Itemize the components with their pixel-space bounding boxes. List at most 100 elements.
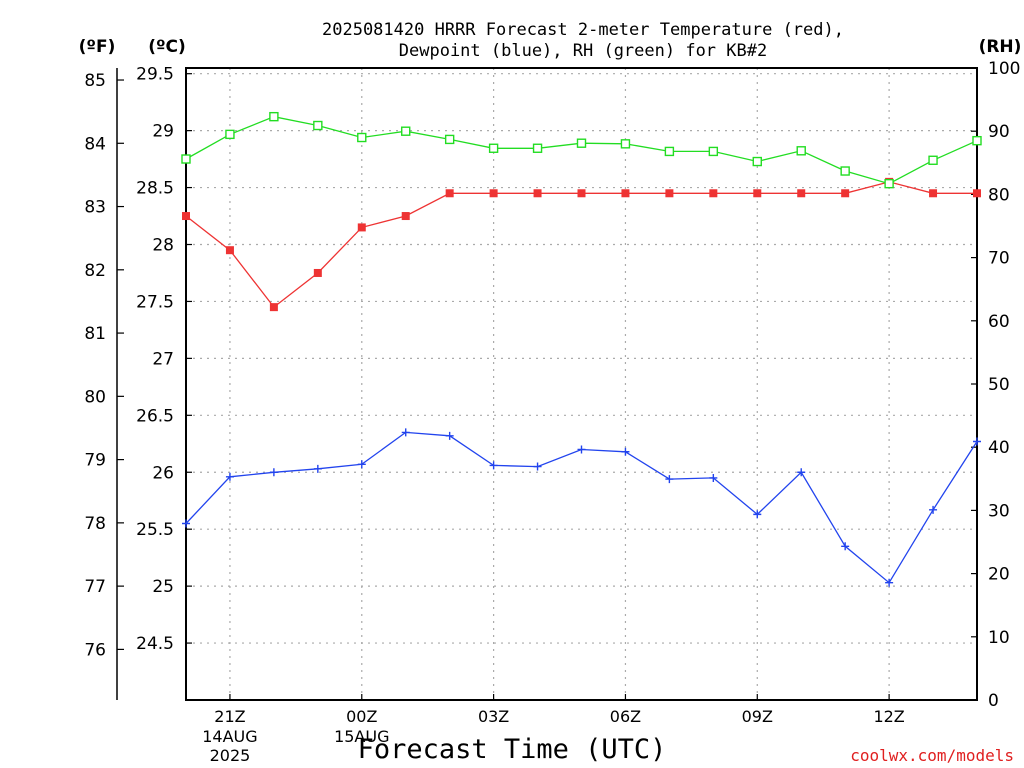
point-rh-16 [884,178,894,189]
x-tick-label-2: 03Z [478,707,509,726]
rh-tick-label-9: 90 [988,122,1010,142]
chart-title-line-2: Dewpoint (blue), RH (green) for KB#2 [399,41,767,61]
rh-tick-label-10: 100 [988,59,1020,79]
point-dewpoint-7 [489,461,498,470]
point-rh-3 [313,120,323,131]
point-temperature-3 [313,268,322,277]
point-dewpoint-6 [445,431,454,440]
point-temperature-18 [973,189,981,198]
point-dewpoint-17 [929,505,938,514]
celsius-tick-label-4: 26.5 [136,406,174,426]
celsius-tick-label-10: 29.5 [136,65,174,85]
series-line-rh [185,116,978,185]
fahrenheit-axis: 76 77 78 79 80 81 82 83 84 85 [84,71,124,660]
point-dewpoint-2 [269,468,278,477]
point-temperature-2 [269,303,278,312]
point-rh-9 [576,138,587,148]
rh-unit-label: (RH) [979,37,1022,57]
rh-tick-label-1: 10 [988,628,1010,648]
fahrenheit-tick-label-0: 76 [84,640,106,660]
rh-tick-label-3: 30 [988,501,1010,521]
point-temperature-11 [665,189,674,198]
celsius-tick-label-8: 28.5 [136,179,174,199]
rh-tick-label-0: 0 [988,691,999,711]
point-rh-10 [620,139,631,149]
point-rh-4 [357,132,367,143]
point-dewpoint-5 [401,428,410,437]
point-dewpoint-10 [621,447,630,456]
point-rh-12 [708,146,719,157]
celsius-axis: 24.5 25 25.5 26 26.5 27 27.5 28 28.5 29 29.5 [136,65,192,654]
fahrenheit-tick-label-8: 84 [84,134,106,154]
point-temperature-12 [709,189,718,198]
point-dewpoint-12 [709,473,718,482]
point-rh-13 [752,156,762,167]
point-rh-11 [664,146,675,157]
rh-tick-label-4: 40 [988,438,1010,458]
grid-lines [186,68,977,700]
rh-tick-label-7: 70 [988,249,1010,269]
point-dewpoint-0 [182,519,190,528]
point-temperature-4 [357,223,366,232]
series-dewpoint [182,428,981,587]
celsius-tick-label-9: 29 [152,122,174,142]
point-rh-15 [840,166,850,176]
rh-tick-label-8: 80 [988,185,1010,205]
point-temperature-7 [489,189,498,198]
point-rh-0 [181,154,191,164]
x-tick-label-4: 09Z [742,707,773,726]
series-temperature [182,177,981,312]
point-temperature-17 [929,189,938,198]
x-tick-label-5: 12Z [873,707,904,726]
point-temperature-14 [797,189,806,198]
point-rh-8 [532,143,543,153]
point-temperature-0 [182,212,190,221]
chart-title-line-1: 2025081420 HRRR Forecast 2-meter Tempera… [322,20,844,40]
point-temperature-8 [533,189,542,198]
point-temperature-6 [445,189,454,198]
point-rh-5 [401,126,411,136]
point-dewpoint-1 [225,472,234,481]
point-temperature-5 [401,212,410,221]
point-dewpoint-8 [533,462,542,471]
celsius-tick-label-3: 26 [152,463,174,483]
credit-label: coolwx.com/models [850,746,1014,765]
series-rh [181,111,982,189]
celsius-tick-label-2: 25.5 [136,520,174,540]
celsius-unit-label: (ºC) [148,37,186,57]
point-dewpoint-13 [753,510,762,519]
x-tick-label-1: 00Z [346,707,377,726]
plot-frame [185,67,978,701]
celsius-tick-label-1: 25 [152,577,174,597]
celsius-tick-label-0: 24.5 [136,634,174,654]
fahrenheit-tick-label-5: 81 [84,324,106,344]
point-temperature-10 [621,189,630,198]
rh-tick-label-2: 20 [988,565,1010,585]
point-temperature-13 [753,189,762,198]
rh-tick-label-6: 60 [988,312,1010,332]
fahrenheit-tick-label-1: 77 [84,577,106,597]
celsius-tick-label-7: 28 [152,236,174,256]
fahrenheit-tick-label-2: 78 [84,514,106,534]
point-dewpoint-11 [665,475,674,484]
fahrenheit-tick-label-3: 79 [84,451,106,471]
x-axis-title: Forecast Time (UTC) [358,734,667,765]
point-dewpoint-4 [357,460,366,469]
point-rh-14 [796,146,806,156]
fahrenheit-tick-label-4: 80 [84,387,106,407]
point-dewpoint-16 [885,578,894,587]
point-dewpoint-15 [841,542,850,551]
x-tick-sublabel-0-1: 2025 [210,746,251,765]
x-tick-sublabel-1-0: 15AUG [334,727,389,746]
fahrenheit-unit-label: (ºF) [79,37,116,57]
point-temperature-15 [841,189,850,198]
x-tick-label-3: 06Z [610,707,641,726]
point-temperature-9 [577,189,586,198]
point-rh-6 [444,134,455,145]
celsius-tick-label-5: 27 [152,349,174,369]
rh-axis: 0 10 20 30 40 50 60 70 80 90 100 [971,59,1020,711]
point-dewpoint-3 [313,464,322,473]
x-tick-label-0: 21Z [214,707,245,726]
